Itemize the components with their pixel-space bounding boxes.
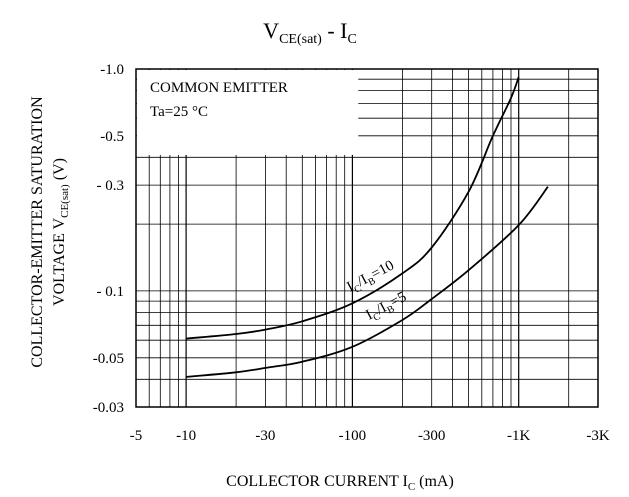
axes <box>135 68 599 408</box>
y-tick-label: -0.05 <box>93 351 124 367</box>
annotation-line-2: Ta=25 °C <box>150 104 208 120</box>
x-tick-label: -1K <box>507 428 530 444</box>
plot-frame <box>135 68 599 408</box>
x-tick-label: -300 <box>418 428 446 444</box>
series-line-ic-ib-10 <box>186 76 520 340</box>
y-tick-label: -1.0 <box>100 62 124 78</box>
x-tick-label: -30 <box>255 428 275 444</box>
y-tick-label: - 0.1 <box>97 284 125 300</box>
annotation-line-1: COMMON EMITTER <box>150 80 288 96</box>
x-tick-label: -100 <box>339 428 367 444</box>
x-tick-label: -3K <box>586 428 609 444</box>
tick-labels: -5 -10 -30 -100 -300 -1K -3K -1.0 -0.5 - 0.3 - 0.1… <box>93 62 610 444</box>
series-line-ic-ib-5 <box>186 186 549 378</box>
x-tick-label: -10 <box>176 428 196 444</box>
x-axis-label: COLLECTOR CURRENT IC (mA) <box>226 473 454 493</box>
y-tick-label: -0.5 <box>100 129 124 145</box>
x-tick-label: -5 <box>130 428 143 444</box>
series-layer <box>186 76 549 378</box>
annotation-box: COMMON EMITTER Ta=25 °C <box>137 70 359 155</box>
y-tick-label: - 0.3 <box>97 178 125 194</box>
y-tick-label: -0.03 <box>93 400 124 416</box>
y-axis-label-line-2: VOLTAGE VCE(sat) (V) <box>51 158 71 306</box>
y-axis-label-line-1: COLLECTOR-EMITTER SATURATION <box>29 96 46 368</box>
series-label-ic-ib-5: IC/IB=5 <box>363 289 410 326</box>
chart-title: VCE(sat) - IC <box>263 18 357 47</box>
